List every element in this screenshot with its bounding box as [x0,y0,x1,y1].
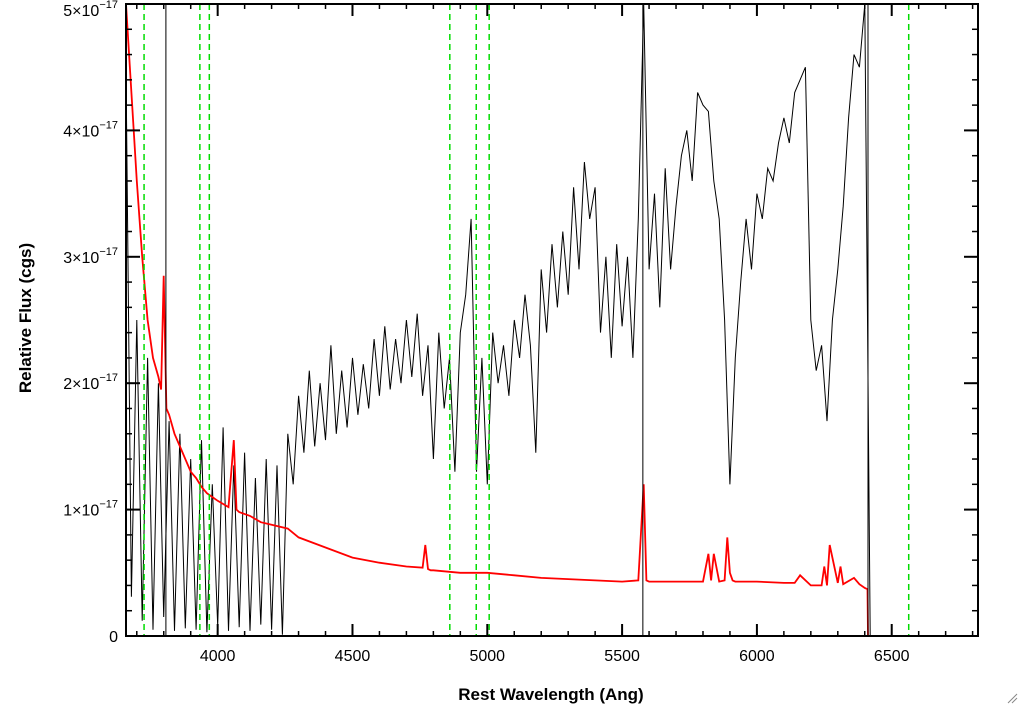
y-axis-title: Relative Flux (cgs) [16,243,35,393]
y-tick-label: 3×10−17 [63,246,118,267]
y-tick-mantissa: 3×10 [63,250,99,267]
y-tick-exponent: −17 [99,499,118,511]
y-tick-label: 5×10−17 [63,0,118,20]
axis-frame [125,3,979,637]
x-tick-label: 6500 [874,648,910,665]
plot-frame [125,3,979,637]
y-axis-ticks: 01×10−172×10−173×10−174×10−175×10−17 [63,0,978,646]
y-tick-mantissa: 1×10 [63,503,99,520]
y-tick-mantissa: 5×10 [63,3,99,20]
series-line-model-fit [126,4,978,636]
x-tick-label: 4000 [200,648,236,665]
y-tick-label: 1×10−17 [63,499,118,520]
series-line-observed-spectrum [126,4,978,636]
y-tick-mantissa: 4×10 [63,123,99,140]
x-tick-label: 5000 [469,648,505,665]
y-tick-label: 4×10−17 [63,119,118,140]
plot-area [126,4,978,636]
x-tick-label: 5500 [604,648,640,665]
y-tick-mantissa: 2×10 [63,376,99,393]
y-tick-exponent: −17 [99,0,118,11]
y-tick-exponent: −17 [99,372,118,384]
resize-grip-icon[interactable] [1006,692,1018,704]
x-axis-title: Rest Wavelength (Ang) [458,685,643,704]
y-tick-exponent: −17 [99,246,118,258]
x-tick-label: 4500 [335,648,371,665]
y-tick-label: 2×10−17 [63,372,118,393]
y-tick-exponent: −17 [99,119,118,131]
x-tick-label: 6000 [739,648,775,665]
x-axis-ticks: 4000 4500 5000 5500 6000 6500 [136,4,974,665]
y-tick-label: 0 [109,629,118,646]
